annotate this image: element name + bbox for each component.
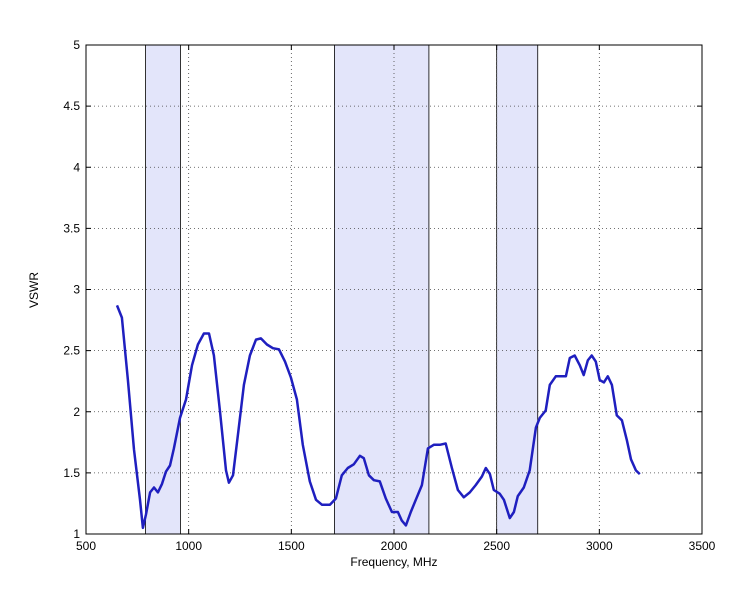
- y-tick-label: 1: [73, 527, 80, 541]
- x-tick-label: 500: [76, 539, 96, 553]
- y-tick-label: 2.5: [63, 344, 80, 358]
- x-axis-label: Frequency, MHz: [350, 555, 437, 569]
- y-tick-label: 3: [73, 283, 80, 297]
- x-tick-label: 1000: [175, 539, 202, 553]
- x-tick-label: 3000: [586, 539, 613, 553]
- y-tick-label: 4.5: [63, 99, 80, 113]
- y-tick-label: 5: [73, 38, 80, 52]
- x-tick-label: 1500: [278, 539, 305, 553]
- y-tick-label: 1.5: [63, 466, 80, 480]
- y-tick-label: 4: [73, 160, 80, 174]
- x-tick-label: 3500: [689, 539, 716, 553]
- x-tick-label: 2500: [483, 539, 510, 553]
- y-tick-label: 2: [73, 405, 80, 419]
- x-tick-label: 2000: [381, 539, 408, 553]
- y-tick-label: 3.5: [63, 221, 80, 235]
- plot-frame: [85, 44, 703, 535]
- y-axis-label: VSWR: [27, 272, 41, 308]
- vswr-line: [115, 304, 641, 530]
